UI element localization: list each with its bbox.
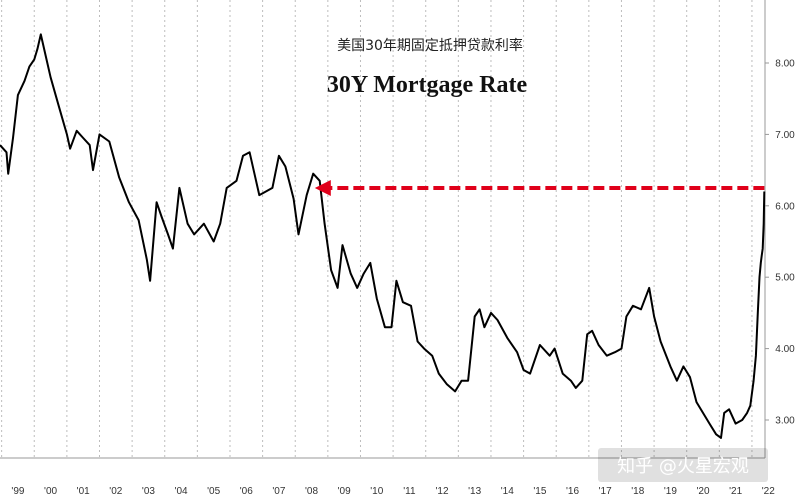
- x-tick-label: '10: [370, 486, 383, 497]
- chart-title: 30Y Mortgage Rate: [327, 72, 528, 98]
- x-tick-label: '19: [664, 486, 677, 497]
- x-tick-label: '03: [142, 486, 155, 497]
- x-tick-label: '00: [44, 486, 57, 497]
- x-tick-label: '09: [338, 486, 351, 497]
- y-tick-label: 8.00: [775, 59, 795, 70]
- x-tick-label: '14: [501, 486, 514, 497]
- x-tick-label: '99: [11, 486, 24, 497]
- x-tick-label: '04: [175, 486, 188, 497]
- x-tick-label: '21: [729, 486, 742, 497]
- y-axis-ticks: 3.00 4.00 5.00 6.00 7.00 8.00: [765, 59, 795, 427]
- x-tick-label: '07: [272, 486, 285, 497]
- grid: [1, 0, 753, 458]
- x-tick-label: '12: [436, 486, 449, 497]
- series-line: [0, 33, 766, 439]
- x-tick-label: '05: [207, 486, 220, 497]
- y-tick-label: 5.00: [775, 273, 795, 284]
- x-tick-label: '17: [599, 486, 612, 497]
- x-tick-label: '01: [77, 486, 90, 497]
- x-tick-label: '11: [403, 486, 416, 497]
- y-tick-label: 6.00: [775, 201, 795, 212]
- x-tick-label: '13: [468, 486, 481, 497]
- x-tick-label: '08: [305, 486, 318, 497]
- y-tick-label: 3.00: [775, 416, 795, 427]
- axes: [0, 0, 766, 459]
- y-tick-label: 7.00: [775, 130, 795, 141]
- annotation-group: [314, 179, 765, 196]
- watermark: 知乎 @火星宏观: [617, 456, 749, 477]
- x-tick-label: '15: [533, 486, 546, 497]
- y-tick-label: 4.00: [775, 344, 795, 355]
- x-tick-label: '16: [566, 486, 579, 497]
- x-axis-ticks: '99 '00 '01 '02 '03 '04 '05 '06 '07 '08 '09 '10 '11 '…: [11, 486, 775, 497]
- x-tick-label: '20: [696, 486, 709, 497]
- series-group: [0, 33, 766, 439]
- x-tick-label: '06: [240, 486, 253, 497]
- watermark-backdrop: [598, 448, 768, 482]
- x-tick-label: '18: [631, 486, 644, 497]
- x-tick-label: '22: [762, 486, 775, 497]
- chart-title-chinese: 美国30年期固定抵押贷款利率: [337, 37, 523, 54]
- x-tick-label: '02: [109, 486, 122, 497]
- annotation-arrow-head: [314, 179, 331, 196]
